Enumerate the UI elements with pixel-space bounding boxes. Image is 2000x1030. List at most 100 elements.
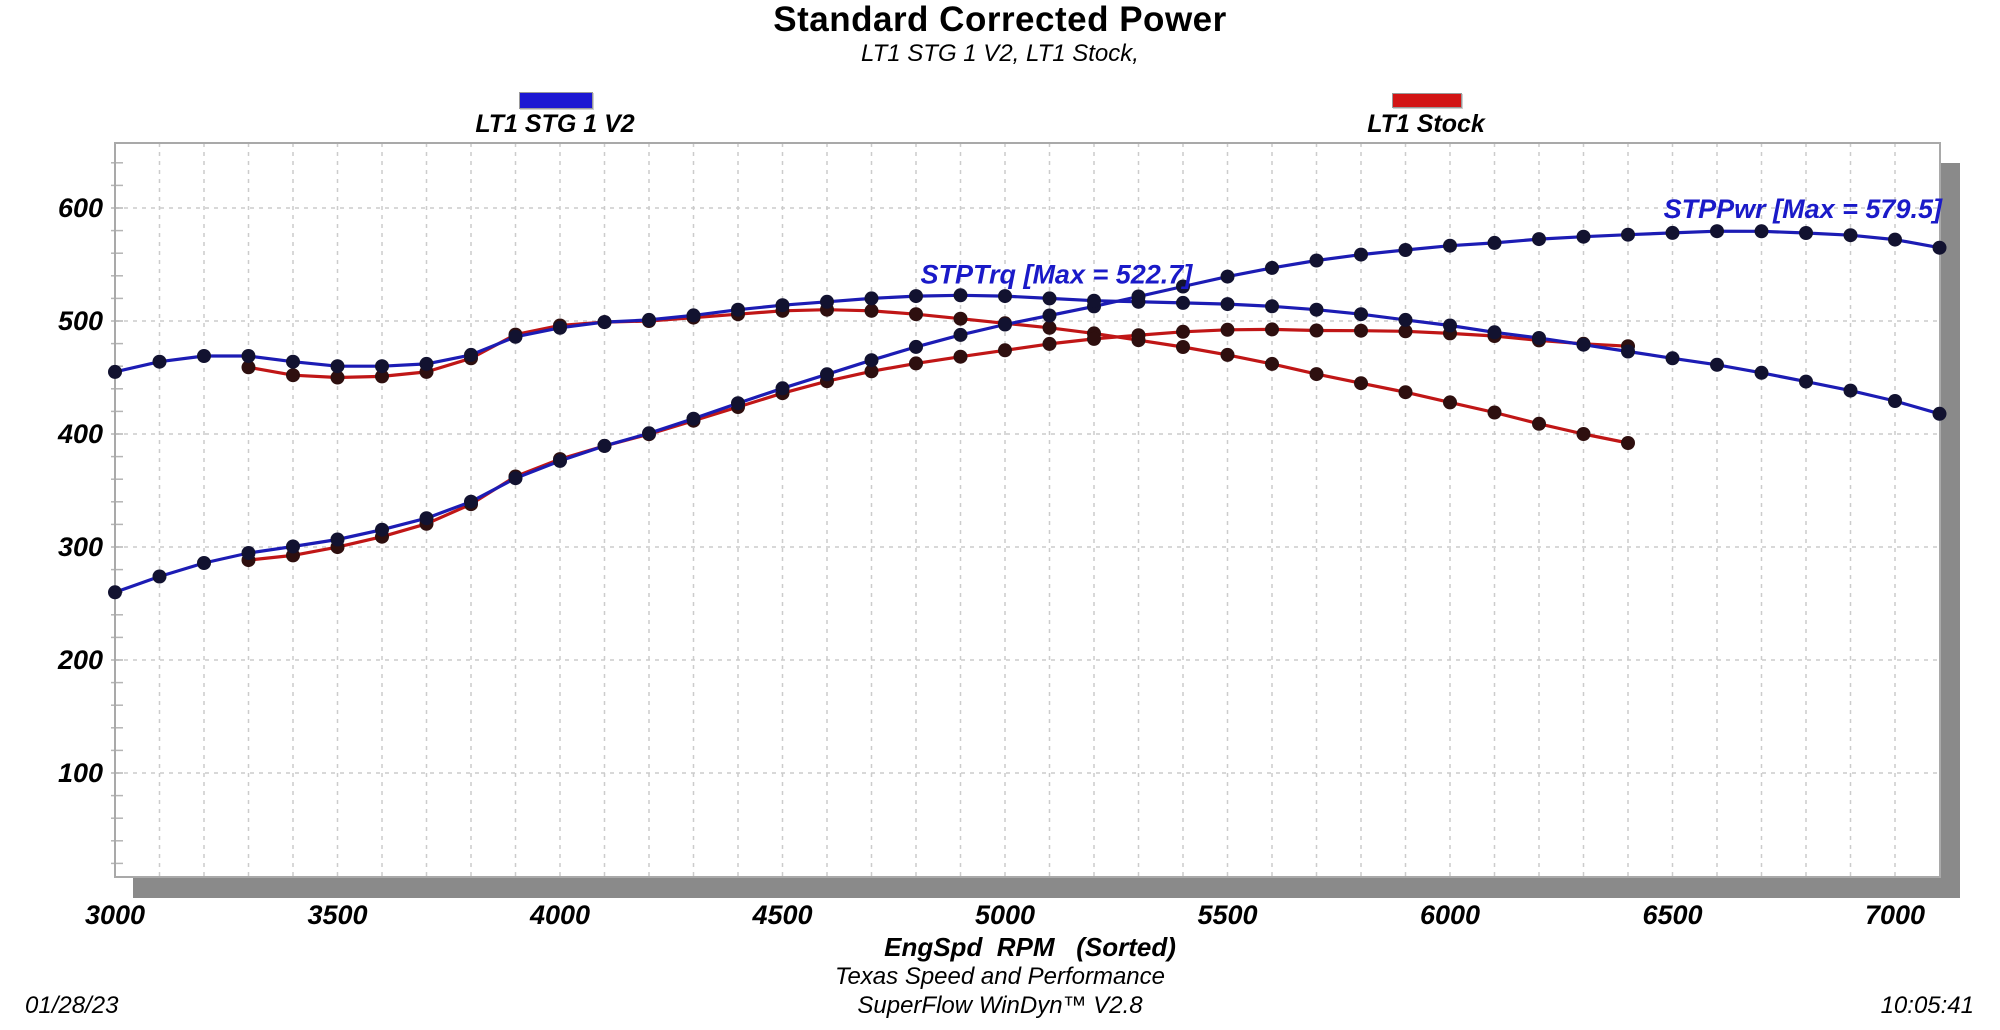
data-point-marker (1309, 302, 1324, 317)
data-point-marker (642, 426, 656, 441)
data-point-marker (820, 294, 834, 309)
data-point-marker (642, 312, 656, 327)
data-point-marker (998, 289, 1012, 304)
series-lt1-stg-1-v2-stptrq (108, 288, 1947, 421)
svg-text:6500: 6500 (1642, 900, 1702, 930)
data-point-marker (1799, 226, 1813, 240)
data-point-marker (775, 298, 790, 313)
series-line (114, 293, 1940, 416)
series-lt1-stock-stptrq (241, 302, 1635, 450)
data-point-marker (1176, 279, 1190, 294)
data-point-marker (1354, 247, 1368, 262)
data-point-marker (953, 311, 968, 326)
data-point-marker (1176, 295, 1190, 310)
legend-label-lt1-stg1: LT1 STG 1 V2 (475, 110, 635, 138)
data-point-marker (1843, 228, 1858, 243)
data-point-marker (1220, 297, 1235, 312)
data-point-marker (553, 320, 567, 335)
series-line (248, 308, 1629, 445)
data-point-marker (1487, 325, 1502, 340)
data-point-marker (1888, 394, 1902, 408)
data-point-marker (1398, 324, 1413, 339)
data-point-marker (1309, 253, 1324, 268)
legend-swatch-lt1-stock (1392, 93, 1462, 108)
data-point-marker (419, 511, 434, 526)
data-point-marker (953, 327, 968, 342)
svg-text:4500: 4500 (751, 900, 812, 930)
data-point-marker (286, 539, 300, 554)
x-axis-title: EngSpd RPM (Sorted) (884, 932, 1176, 962)
data-point-marker (1710, 357, 1724, 372)
data-point-marker (1398, 243, 1413, 257)
data-point-marker (864, 291, 879, 306)
data-point-marker (1532, 232, 1546, 247)
data-point-marker (1710, 224, 1724, 239)
footer-software: SuperFlow WinDyn™ V2.8 (857, 992, 1143, 1019)
data-point-marker (1443, 318, 1457, 333)
data-point-marker (1042, 336, 1057, 351)
data-point-marker (1932, 240, 1947, 255)
data-point-marker (1487, 405, 1502, 420)
data-point-marker (152, 569, 167, 584)
data-point-marker (909, 289, 923, 304)
data-point-marker (464, 494, 478, 509)
svg-text:400: 400 (57, 419, 103, 449)
data-point-marker (1443, 238, 1457, 253)
data-point-marker (1621, 344, 1635, 359)
data-point-marker (375, 522, 389, 537)
plot-border (114, 142, 1941, 878)
data-point-marker (864, 303, 879, 318)
data-point-marker (686, 308, 701, 323)
data-point-marker (1265, 356, 1279, 371)
data-point-marker (1087, 331, 1101, 346)
data-point-marker (909, 307, 923, 322)
svg-text:300: 300 (58, 532, 103, 562)
data-point-marker (1888, 232, 1902, 247)
data-point-marker (731, 396, 745, 411)
data-point-marker (1665, 351, 1680, 366)
data-point-marker (1265, 299, 1279, 314)
data-point-marker (241, 349, 256, 363)
data-point-marker (1487, 235, 1502, 250)
series-lt1-stg-1-v2-stppwr (108, 224, 1947, 600)
data-point-marker (1354, 376, 1368, 391)
data-point-marker (953, 288, 968, 303)
legend-swatch-lt1-stg1 (519, 92, 593, 109)
data-point-marker (1042, 291, 1057, 306)
data-point-marker (597, 438, 612, 453)
data-point-marker (1398, 385, 1413, 400)
data-point-marker (1220, 347, 1235, 362)
data-point-marker (419, 356, 434, 371)
data-point-marker (1754, 224, 1769, 239)
gridlines (115, 143, 1940, 877)
footer-time: 10:05:41 (1880, 992, 1974, 1019)
data-point-marker (998, 317, 1012, 332)
data-point-marker (864, 364, 879, 379)
svg-text:5000: 5000 (975, 900, 1035, 930)
x-axis-labels: 3000 3500 4000 4500 5000 5500 6000 6500 7000 (85, 900, 1925, 930)
data-point-marker (775, 381, 790, 396)
data-point-marker (953, 349, 968, 364)
data-point-marker (820, 367, 834, 382)
svg-text:6000: 6000 (1420, 900, 1480, 930)
data-point-marker (1220, 322, 1235, 337)
data-point-marker (1532, 331, 1546, 345)
data-point-marker (197, 556, 211, 570)
data-point-marker (375, 369, 389, 384)
y-axis-labels: 100 200 300 400 500 600 (57, 193, 103, 788)
data-point-marker (1265, 322, 1279, 337)
legend-label-lt1-stock: LT1 Stock (1367, 110, 1485, 138)
data-point-marker (108, 364, 122, 379)
data-point-marker (1042, 308, 1057, 323)
data-point-marker (1799, 374, 1813, 389)
data-point-marker (1309, 367, 1324, 382)
series-line (114, 229, 1940, 594)
data-point-marker (1220, 269, 1235, 284)
svg-text:7000: 7000 (1865, 900, 1925, 930)
svg-text:5500: 5500 (1197, 900, 1257, 930)
data-point-marker (998, 343, 1012, 358)
data-point-marker (508, 471, 523, 486)
data-point-marker (152, 354, 167, 369)
